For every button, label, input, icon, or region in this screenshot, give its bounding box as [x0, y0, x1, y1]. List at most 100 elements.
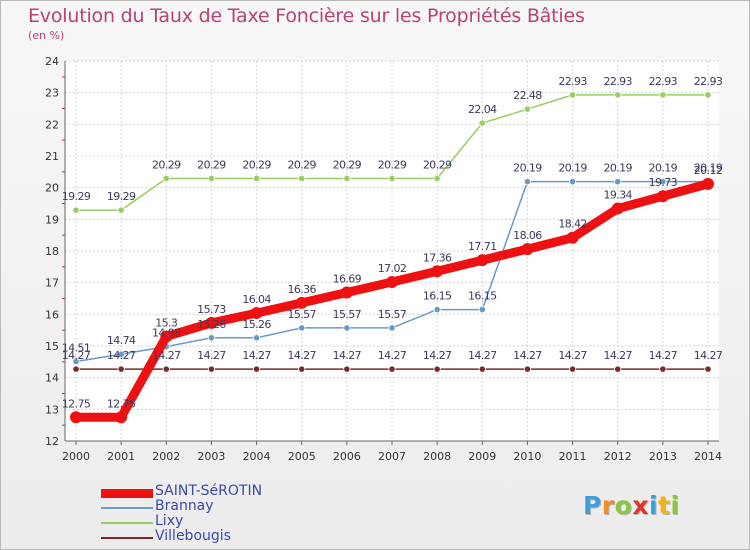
data-point-villebougis: [252, 365, 261, 373]
data-point-lixy: [252, 174, 261, 183]
x-tick-label: 2000: [62, 450, 90, 463]
y-tick-label: 20: [45, 182, 59, 195]
data-label-brannay: 15.57: [378, 308, 407, 321]
data-point-lixy: [614, 91, 622, 99]
data-label-villebougis: 14.27: [242, 349, 271, 362]
data-point-brannay: [478, 305, 486, 314]
data-point-lixy: [298, 174, 306, 183]
data-label-lixy: 20.29: [152, 158, 181, 171]
data-point-saint-s-rotin: [702, 177, 714, 190]
data-point-lixy: [523, 105, 532, 113]
x-tick-label: 2001: [107, 450, 135, 463]
x-tick-label: 2004: [243, 450, 271, 463]
data-label-saint-s-rotin: 16.69: [333, 272, 362, 285]
data-point-saint-s-rotin: [476, 254, 489, 267]
data-label-villebougis: 14.27: [197, 349, 226, 362]
data-point-lixy: [388, 174, 396, 183]
data-label-brannay: 15.57: [287, 308, 316, 321]
data-label-brannay: 15.26: [242, 318, 271, 331]
data-point-lixy: [433, 174, 441, 183]
logo-letter: r: [601, 491, 615, 520]
x-tick-label: 2003: [197, 450, 225, 463]
legend-swatch: [101, 489, 153, 498]
data-label-villebougis: 14.27: [152, 349, 181, 362]
data-label-villebougis: 14.27: [603, 349, 632, 362]
data-point-villebougis: [614, 365, 622, 373]
data-label-brannay: 20.19: [649, 162, 678, 175]
y-tick-label: 19: [45, 213, 59, 226]
data-label-saint-s-rotin: 16.04: [242, 293, 271, 306]
data-point-villebougis: [343, 365, 351, 373]
data-point-saint-s-rotin: [611, 202, 624, 215]
data-point-saint-s-rotin: [340, 286, 353, 299]
data-label-lixy: 22.93: [603, 75, 632, 88]
legend-swatch: [101, 507, 153, 509]
data-label-saint-s-rotin: 19.34: [603, 189, 632, 202]
data-label-villebougis: 14.27: [694, 349, 723, 362]
data-point-villebougis: [523, 365, 532, 373]
data-label-brannay: 14.51: [62, 342, 91, 355]
data-point-brannay: [388, 324, 396, 332]
x-tick-label: 2013: [649, 450, 677, 463]
data-point-brannay: [659, 178, 667, 186]
data-label-brannay: 20.19: [603, 162, 632, 175]
data-point-villebougis: [117, 365, 125, 373]
data-label-saint-s-rotin: 17.02: [378, 262, 407, 275]
data-point-villebougis: [659, 365, 667, 373]
x-tick-label: 2008: [423, 450, 451, 463]
logo-letter: t: [658, 491, 671, 520]
data-label-lixy: 22.04: [468, 103, 497, 116]
x-tick-label: 2005: [288, 450, 316, 463]
data-point-villebougis: [478, 365, 486, 373]
x-tick-label: 2014: [694, 450, 722, 463]
data-point-lixy: [659, 91, 667, 99]
data-point-villebougis: [72, 365, 80, 373]
y-tick-label: 12: [45, 435, 59, 448]
data-label-brannay: 15.26: [197, 318, 226, 331]
y-tick-label: 17: [45, 277, 59, 290]
data-point-saint-s-rotin: [70, 411, 82, 424]
data-point-villebougis: [704, 365, 712, 373]
data-label-saint-s-rotin: 19.73: [649, 176, 678, 189]
data-label-brannay: 14.98: [152, 327, 181, 340]
data-point-saint-s-rotin: [115, 411, 128, 424]
legend-swatch: [101, 537, 153, 539]
data-label-villebougis: 14.27: [468, 349, 497, 362]
data-label-lixy: 22.93: [649, 75, 678, 88]
data-point-lixy: [72, 206, 80, 214]
data-point-brannay: [614, 178, 622, 186]
data-label-saint-s-rotin: 16.36: [287, 283, 316, 296]
data-label-lixy: 20.29: [242, 158, 271, 171]
data-point-saint-s-rotin: [431, 265, 444, 278]
data-point-villebougis: [568, 365, 577, 373]
y-tick-label: 13: [45, 403, 59, 416]
data-label-brannay: 20.19: [694, 162, 723, 175]
y-tick-label: 14: [45, 372, 59, 385]
data-label-lixy: 19.29: [62, 190, 91, 203]
data-point-villebougis: [162, 365, 170, 373]
data-label-lixy: 22.48: [513, 89, 542, 102]
y-tick-label: 15: [45, 340, 59, 353]
data-point-saint-s-rotin: [656, 190, 669, 203]
x-tick-label: 2010: [513, 450, 541, 463]
data-label-saint-s-rotin: 17.36: [423, 251, 452, 264]
logo-letter: i: [670, 491, 680, 520]
y-axis-label: (en %): [28, 29, 65, 42]
data-label-villebougis: 14.27: [649, 349, 678, 362]
data-label-lixy: 20.29: [423, 158, 452, 171]
data-label-brannay: 20.19: [513, 162, 542, 175]
data-point-saint-s-rotin: [521, 243, 534, 256]
data-point-villebougis: [298, 365, 306, 373]
data-point-villebougis: [433, 365, 441, 373]
data-point-saint-s-rotin: [250, 307, 263, 320]
data-point-brannay: [343, 324, 351, 332]
data-label-villebougis: 14.27: [107, 349, 136, 362]
data-label-villebougis: 14.27: [513, 349, 542, 362]
data-point-lixy: [117, 206, 125, 214]
data-label-saint-s-rotin: 12.75: [62, 397, 91, 410]
legend-label: Lixy: [155, 513, 184, 529]
y-tick-label: 21: [45, 150, 59, 163]
data-point-saint-s-rotin: [386, 276, 398, 289]
